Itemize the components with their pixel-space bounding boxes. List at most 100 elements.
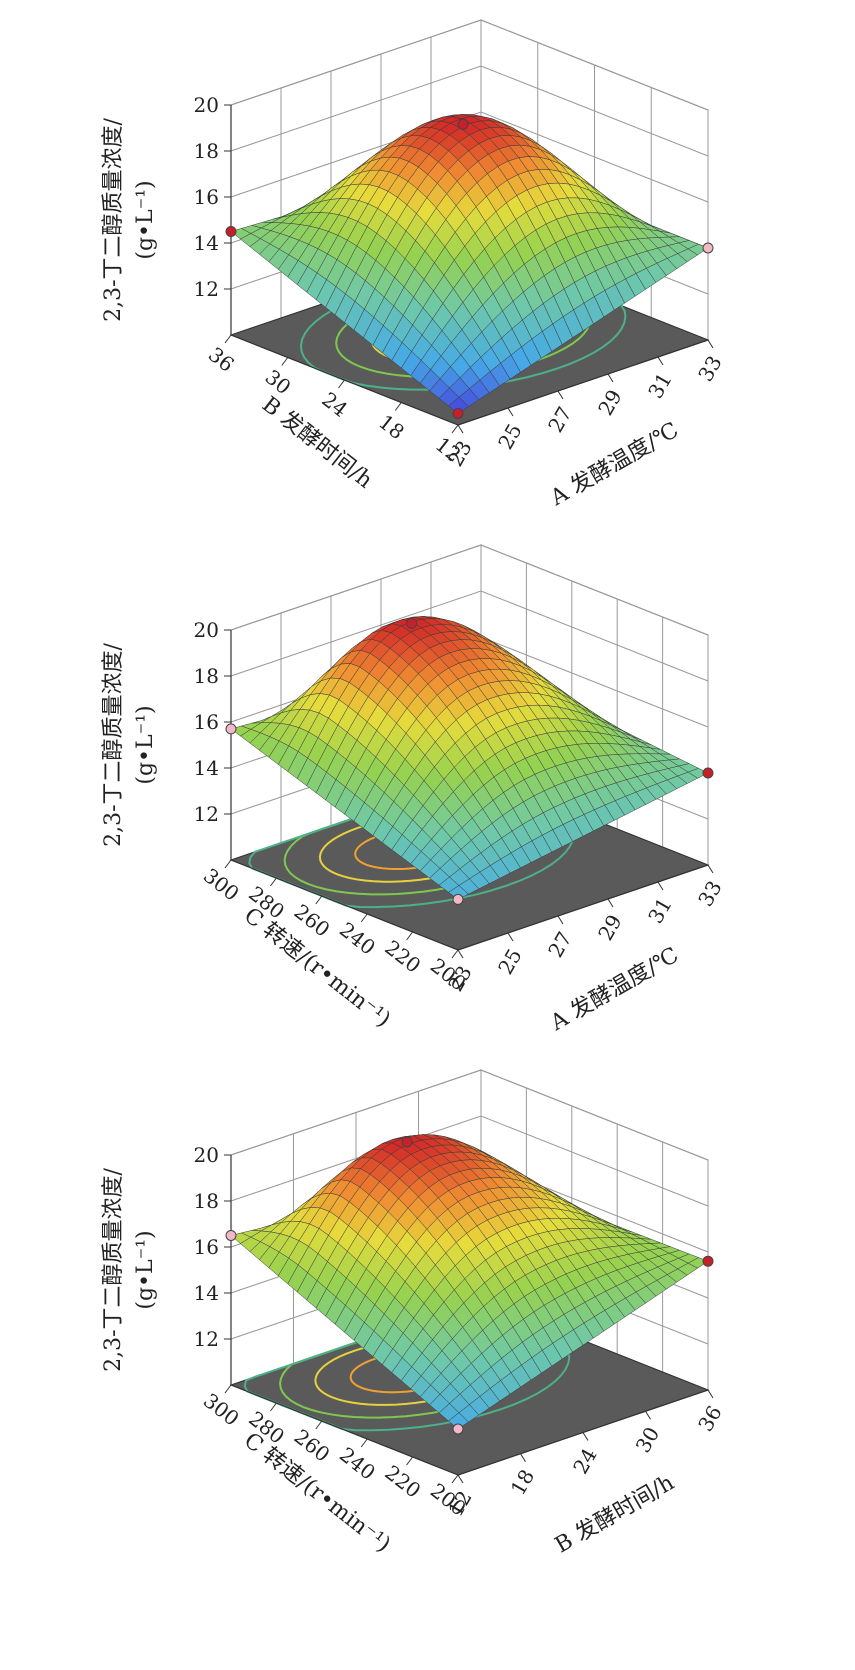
- response-surface-panel-2: 12 14 16 18 20 2,3-丁二醇质量浓度/(g•L⁻¹) 23 25 27 29 31 3…: [98, 525, 788, 1055]
- response-surface-panel-3: 12 14 16 18 20 2,3-丁二醇质量浓度/(g•L⁻¹) 12 18 24 30 36 2…: [98, 1050, 788, 1580]
- z-axis-title-line1: 2,3-丁二醇质量浓度/: [101, 1168, 126, 1372]
- z-tick-label-4: 20: [194, 1143, 219, 1167]
- a-tick-label-1: 18: [506, 1465, 540, 1499]
- a-tick-mark-1: [507, 932, 514, 942]
- b-tick-label-3: 30: [261, 365, 296, 400]
- b-tick-mark-2: [360, 913, 368, 923]
- z-axis-title-line1: 2,3-丁二醇质量浓度/: [101, 118, 126, 322]
- a-tick-label-4: 36: [693, 1401, 727, 1435]
- a-tick-mark-3: [607, 373, 614, 383]
- a-tick-label-1: 25: [493, 944, 527, 978]
- z-tick-label-3: 18: [194, 139, 219, 163]
- b-tick-mark-1: [406, 1456, 414, 1466]
- a-tick-label-1: 25: [493, 419, 527, 453]
- z-tick-label-1: 14: [194, 756, 219, 780]
- a-tick-label-4: 31: [643, 368, 677, 402]
- response-surface: [230, 1134, 709, 1430]
- a-tick-label-3: 29: [593, 385, 627, 419]
- b-tick-mark-1: [394, 402, 402, 411]
- a-tick-mark-4: [657, 356, 664, 366]
- a-tick-mark-0: [457, 1474, 464, 1484]
- b-tick-label-2: 240: [335, 1442, 380, 1484]
- a-axis-line: [457, 339, 709, 426]
- design-point-front: [452, 893, 464, 905]
- z-axis-title-line2: (g•L⁻¹): [133, 1230, 158, 1309]
- surface-cell-575: [448, 396, 469, 414]
- b-tick-label-1: 18: [374, 410, 409, 445]
- b-axis-line: [230, 1384, 459, 1476]
- b-tick-label-5: 300: [199, 863, 244, 905]
- z-axis-title-line1: 2,3-丁二醇质量浓度/: [101, 643, 126, 847]
- response-surface: [230, 114, 709, 414]
- z-tick-label-2: 16: [194, 185, 219, 209]
- z-tick-label-3: 18: [194, 1189, 219, 1213]
- z-axis-title-line2: (g•L⁻¹): [133, 705, 158, 784]
- a-tick-label-2: 27: [543, 927, 577, 961]
- design-point-right: [702, 1255, 714, 1267]
- response-surface-panel-1: 12 14 16 18 20 2,3-丁二醇质量浓度/(g•L⁻¹) 23 25 27 29 31 3…: [98, 0, 788, 530]
- surface-chart-3: 12141618202,3-丁二醇质量浓度/(g•L⁻¹)12182430362…: [101, 1069, 727, 1558]
- a-axis-title: B 发酵时间/h: [551, 1470, 678, 1558]
- surface-cell-575: [448, 885, 469, 900]
- b-tick-mark-3: [281, 357, 289, 366]
- z-axis-title-line2: (g•L⁻¹): [133, 180, 158, 259]
- b-tick-mark-0: [451, 424, 459, 434]
- b-axis-line: [230, 859, 459, 951]
- design-point-left: [225, 1230, 237, 1241]
- a-tick-mark-5: [707, 864, 714, 874]
- a-tick-label-3: 29: [593, 910, 627, 944]
- z-tick-label-1: 14: [194, 1281, 219, 1305]
- a-tick-mark-3: [645, 1410, 651, 1420]
- b-tick-mark-1: [406, 931, 414, 941]
- design-point-front: [452, 408, 464, 419]
- design-point-left: [225, 723, 237, 735]
- b-tick-mark-2: [338, 379, 345, 389]
- a-tick-mark-4: [657, 881, 664, 891]
- z-tick-label-3: 18: [194, 664, 219, 688]
- a-tick-mark-5: [707, 339, 714, 349]
- b-tick-mark-4: [269, 1402, 277, 1412]
- design-point-peak: [406, 617, 418, 629]
- design-point-front: [452, 1423, 464, 1435]
- z-tick-label-4: 20: [194, 93, 219, 117]
- a-tick-label-4: 31: [643, 893, 677, 927]
- a-tick-label-2: 24: [568, 1444, 602, 1478]
- z-tick-label-2: 16: [194, 710, 219, 734]
- b-tick-label-5: 300: [199, 1388, 244, 1430]
- design-point-left: [225, 226, 237, 237]
- design-point-right: [702, 767, 714, 779]
- b-tick-mark-2: [360, 1438, 368, 1448]
- b-tick-mark-5: [224, 1384, 232, 1394]
- a-axis-line: [457, 864, 709, 951]
- a-tick-mark-1: [507, 407, 514, 417]
- response-surface: [230, 616, 709, 900]
- b-tick-label-4: 36: [204, 342, 239, 377]
- b-tick-mark-0: [451, 949, 459, 959]
- b-tick-mark-4: [269, 877, 277, 887]
- z-tick-label-0: 12: [194, 277, 219, 301]
- design-point-peak: [401, 1136, 413, 1148]
- a-tick-label-3: 30: [631, 1423, 665, 1457]
- a-tick-mark-2: [557, 390, 564, 400]
- a-tick-mark-0: [457, 424, 464, 434]
- a-tick-label-5: 33: [693, 351, 727, 385]
- b-tick-label-1: 220: [380, 935, 425, 977]
- a-tick-mark-2: [557, 915, 564, 925]
- z-tick-label-1: 14: [194, 231, 219, 255]
- a-tick-mark-2: [582, 1432, 589, 1441]
- a-tick-mark-0: [457, 949, 464, 959]
- b-tick-label-2: 24: [317, 387, 352, 422]
- a-tick-mark-1: [520, 1453, 526, 1463]
- b-tick-label-1: 220: [380, 1460, 425, 1502]
- b-axis-title: B 发酵时间/h: [257, 392, 377, 493]
- design-point-peak: [457, 118, 469, 130]
- z-tick-label-2: 16: [194, 1235, 219, 1259]
- z-tick-label-0: 12: [194, 1327, 219, 1351]
- a-tick-mark-4: [707, 1389, 714, 1399]
- b-tick-mark-0: [451, 1474, 459, 1484]
- design-point-right: [702, 242, 714, 254]
- a-tick-mark-3: [607, 898, 614, 908]
- b-tick-label-2: 240: [335, 917, 380, 959]
